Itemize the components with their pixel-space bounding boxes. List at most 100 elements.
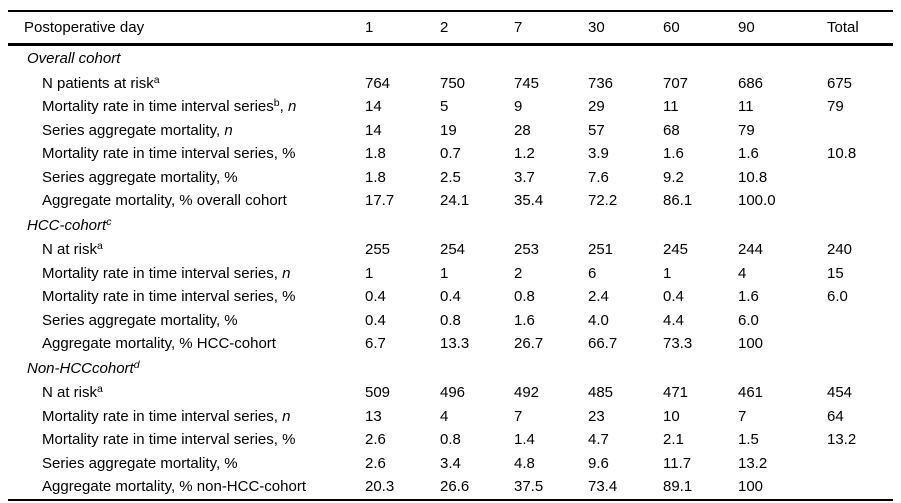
row-label-text: Mortality rate in time interval series, … xyxy=(42,431,296,449)
data-cell: 471 xyxy=(663,384,689,402)
footnote-marker: a xyxy=(97,383,103,396)
data-cell: 35.4 xyxy=(514,192,544,210)
footnote-marker: a xyxy=(97,240,103,253)
footnote-marker: c xyxy=(106,215,112,228)
column-header-day-90: 90 xyxy=(738,11,827,46)
section-header-row: HCC-cohortc xyxy=(8,213,893,239)
row-label: N at riska xyxy=(8,381,365,405)
row-label: Aggregate mortality, % HCC-cohort xyxy=(8,332,365,356)
data-cell: 4.4 xyxy=(663,311,684,329)
data-cell xyxy=(827,119,893,143)
data-cell: 20.3 xyxy=(365,478,395,496)
section-title: Non-HCCcohortd xyxy=(8,356,893,382)
data-cell: 675 xyxy=(827,74,853,92)
data-cell: 244 xyxy=(738,241,764,259)
data-cell: 0.8 xyxy=(440,431,461,449)
data-cell: 496 xyxy=(440,384,466,402)
row-label-italic-n: n xyxy=(282,264,291,282)
data-cell: 10.8 xyxy=(827,145,857,163)
data-cell: 64 xyxy=(827,407,844,425)
data-cell: 1.5 xyxy=(738,431,759,449)
data-cell: 0.4 xyxy=(365,311,386,329)
table-row: Mortality rate in time interval series, … xyxy=(8,262,893,286)
data-cell: 254 xyxy=(440,241,466,259)
header-postoperative-day: Postoperative day xyxy=(8,11,365,46)
data-cell: 73.3 xyxy=(663,335,693,353)
row-label-text: N at risk xyxy=(42,241,98,259)
data-cell: 454 xyxy=(827,384,853,402)
data-cell xyxy=(827,332,893,356)
section-header-row: Non-HCCcohortd xyxy=(8,356,893,382)
footnote-marker: a xyxy=(153,73,160,86)
row-label-italic-n: n xyxy=(224,121,233,139)
table-row: Mortality rate in time interval series, … xyxy=(8,142,893,166)
column-header-day-60: 60 xyxy=(663,11,738,46)
table-body: Overall cohort N patients at riska 764 7… xyxy=(8,45,893,500)
section-header-row: Overall cohort xyxy=(8,45,893,72)
data-cell: 10.8 xyxy=(738,168,768,186)
row-label: Series aggregate mortality, n xyxy=(8,119,365,143)
data-cell: 14 xyxy=(365,121,382,139)
data-cell: 1.6 xyxy=(738,288,759,306)
data-cell: 0.7 xyxy=(440,145,461,163)
data-cell: 3.7 xyxy=(514,168,535,186)
data-cell: 2.4 xyxy=(588,288,609,306)
data-cell: 29 xyxy=(588,98,605,116)
data-cell: 28 xyxy=(514,121,531,139)
section-title-text: Overall cohort xyxy=(27,50,121,68)
data-cell xyxy=(827,309,893,333)
data-cell: 4.0 xyxy=(588,311,609,329)
table-row: Series aggregate mortality, % 0.4 0.8 1.… xyxy=(8,309,893,333)
data-cell: 7 xyxy=(514,407,523,425)
data-cell: 13.3 xyxy=(440,335,470,353)
data-cell xyxy=(827,166,893,190)
row-label: Mortality rate in time interval series, … xyxy=(8,142,365,166)
data-cell: 461 xyxy=(738,384,764,402)
data-cell: 9.2 xyxy=(663,168,684,186)
row-label: Aggregate mortality, % overall cohort xyxy=(8,189,365,213)
data-cell: 7.6 xyxy=(588,168,609,186)
data-cell: 0.8 xyxy=(440,311,461,329)
data-cell: 1 xyxy=(663,264,672,282)
row-label: Mortality rate in time interval series, … xyxy=(8,428,365,452)
table-row: Mortality rate in time interval series, … xyxy=(8,428,893,452)
row-label: Mortality rate in time interval series, … xyxy=(8,262,365,286)
row-label-text: Mortality rate in time interval series, xyxy=(42,264,283,282)
data-cell: 14 xyxy=(365,98,382,116)
row-label: Mortality rate in time interval series, … xyxy=(8,285,365,309)
data-cell: 11 xyxy=(663,98,679,116)
column-header-day-30: 30 xyxy=(588,11,663,46)
data-cell: 1.4 xyxy=(514,431,535,449)
column-header-day-2: 2 xyxy=(440,11,514,46)
row-label-text: Aggregate mortality, % overall cohort xyxy=(42,192,287,210)
row-label-text: N at risk xyxy=(42,384,98,402)
row-label-tail: , xyxy=(279,98,288,116)
footnote-marker: b xyxy=(273,97,280,110)
data-cell: 1.6 xyxy=(514,311,535,329)
data-cell: 57 xyxy=(588,121,605,139)
table-row: Mortality rate in time interval series, … xyxy=(8,405,893,429)
section-title: Overall cohort xyxy=(8,45,893,72)
mortality-table: Postoperative day 1 2 7 30 60 90 Total O… xyxy=(8,10,893,501)
column-header-day-7: 7 xyxy=(514,11,588,46)
table-row: Aggregate mortality, % overall cohort 17… xyxy=(8,189,893,213)
row-label: Mortality rate in time interval series, … xyxy=(8,405,365,429)
data-cell: 1 xyxy=(365,264,374,282)
data-cell: 251 xyxy=(588,241,614,259)
table-row: Series aggregate mortality, % 2.6 3.4 4.… xyxy=(8,452,893,476)
row-label-text: Series aggregate mortality, xyxy=(42,121,225,139)
data-cell: 485 xyxy=(588,384,614,402)
data-cell: 72.2 xyxy=(588,192,618,210)
data-cell: 6 xyxy=(588,264,597,282)
data-cell: 2.5 xyxy=(440,168,461,186)
row-label: Series aggregate mortality, % xyxy=(8,452,365,476)
data-cell: 79 xyxy=(738,121,755,139)
data-cell: 245 xyxy=(663,241,689,259)
data-cell xyxy=(827,475,893,500)
data-cell xyxy=(827,189,893,213)
data-cell: 10 xyxy=(663,407,680,425)
data-cell: 68 xyxy=(663,121,680,139)
data-cell: 0.4 xyxy=(440,288,461,306)
data-cell: 86.1 xyxy=(663,192,693,210)
